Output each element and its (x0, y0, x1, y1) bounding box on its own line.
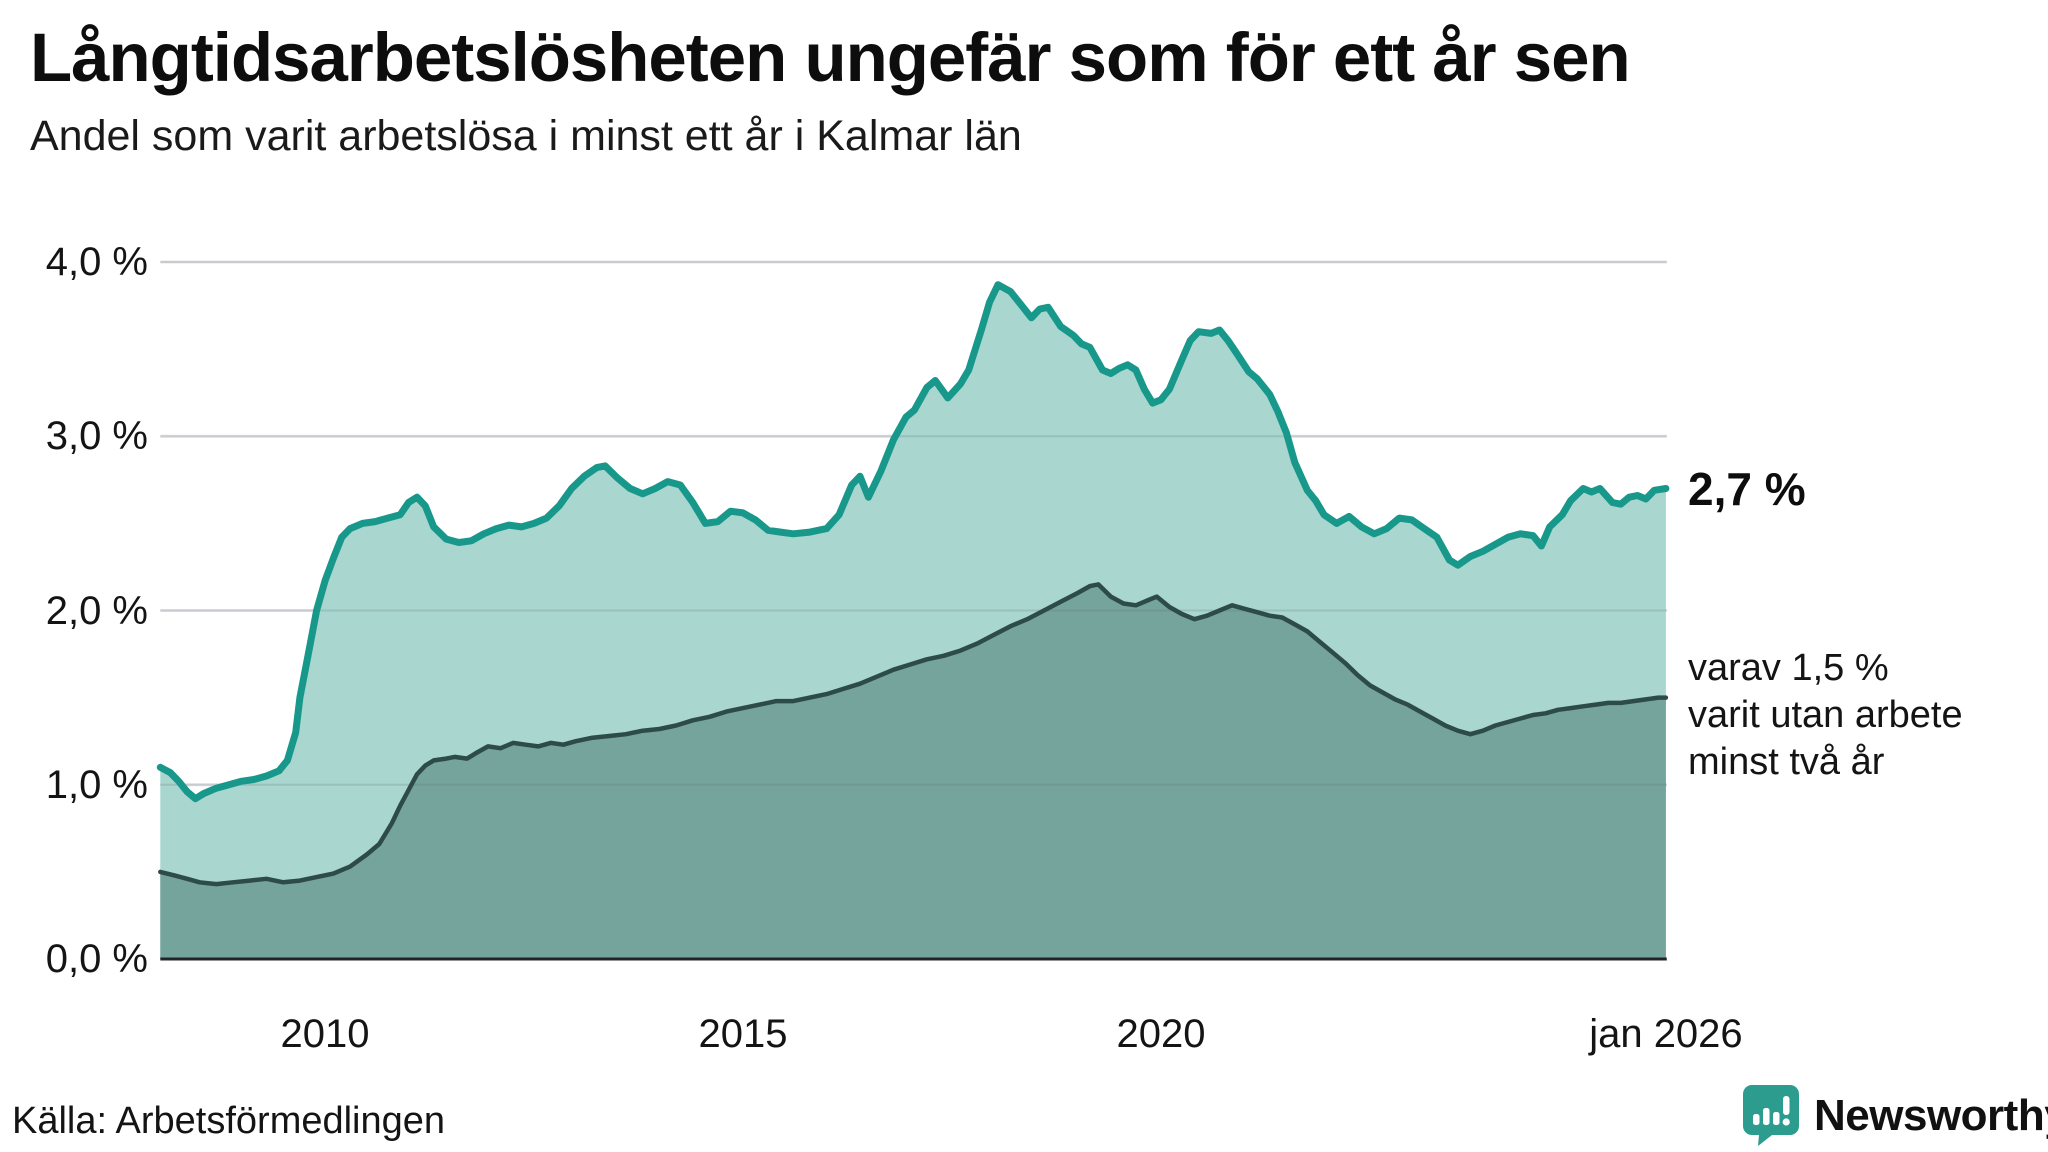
y-tick-label: 4,0 % (45, 240, 148, 284)
y-tick-label: 3,0 % (45, 414, 148, 459)
y-tick-label: 0,0 % (45, 937, 148, 981)
latest-value-label: 2,7 % (1688, 463, 1806, 515)
x-tick-label: jan 2026 (1589, 1012, 1743, 1056)
chart-subtitle: Andel som varit arbetslösa i minst ett å… (30, 112, 1022, 160)
y-tick-label: 1,0 % (45, 762, 148, 807)
source-attribution: Källa: Arbetsförmedlingen (12, 1100, 446, 1142)
line-one-year (156, 281, 1670, 803)
newsworthy-logo-icon (1743, 1085, 1799, 1146)
two-year-annotation-line3: minst två år (1688, 741, 1885, 783)
two-year-annotation-line2: varit utan arbete (1688, 694, 1963, 736)
area-two-years (160, 584, 1666, 959)
page-title: Långtidsarbetslösheten ungefär som för e… (30, 19, 1631, 96)
newsworthy-logo: Newsworthy (1742, 1084, 2048, 1148)
x-tick-label: 2015 (698, 1012, 788, 1056)
x-tick-label: 2020 (1116, 1012, 1206, 1056)
x-tick-label: 2010 (280, 1012, 370, 1056)
newsworthy-logo-text: Newsworthy (1814, 1091, 2048, 1140)
line-two-years (158, 582, 1669, 887)
two-year-annotation: varav 1,5 % varit utan arbete minst två … (1688, 645, 1963, 786)
two-year-annotation-line1: varav 1,5 % (1688, 647, 1889, 689)
y-tick-label: 2,0 % (45, 588, 148, 633)
